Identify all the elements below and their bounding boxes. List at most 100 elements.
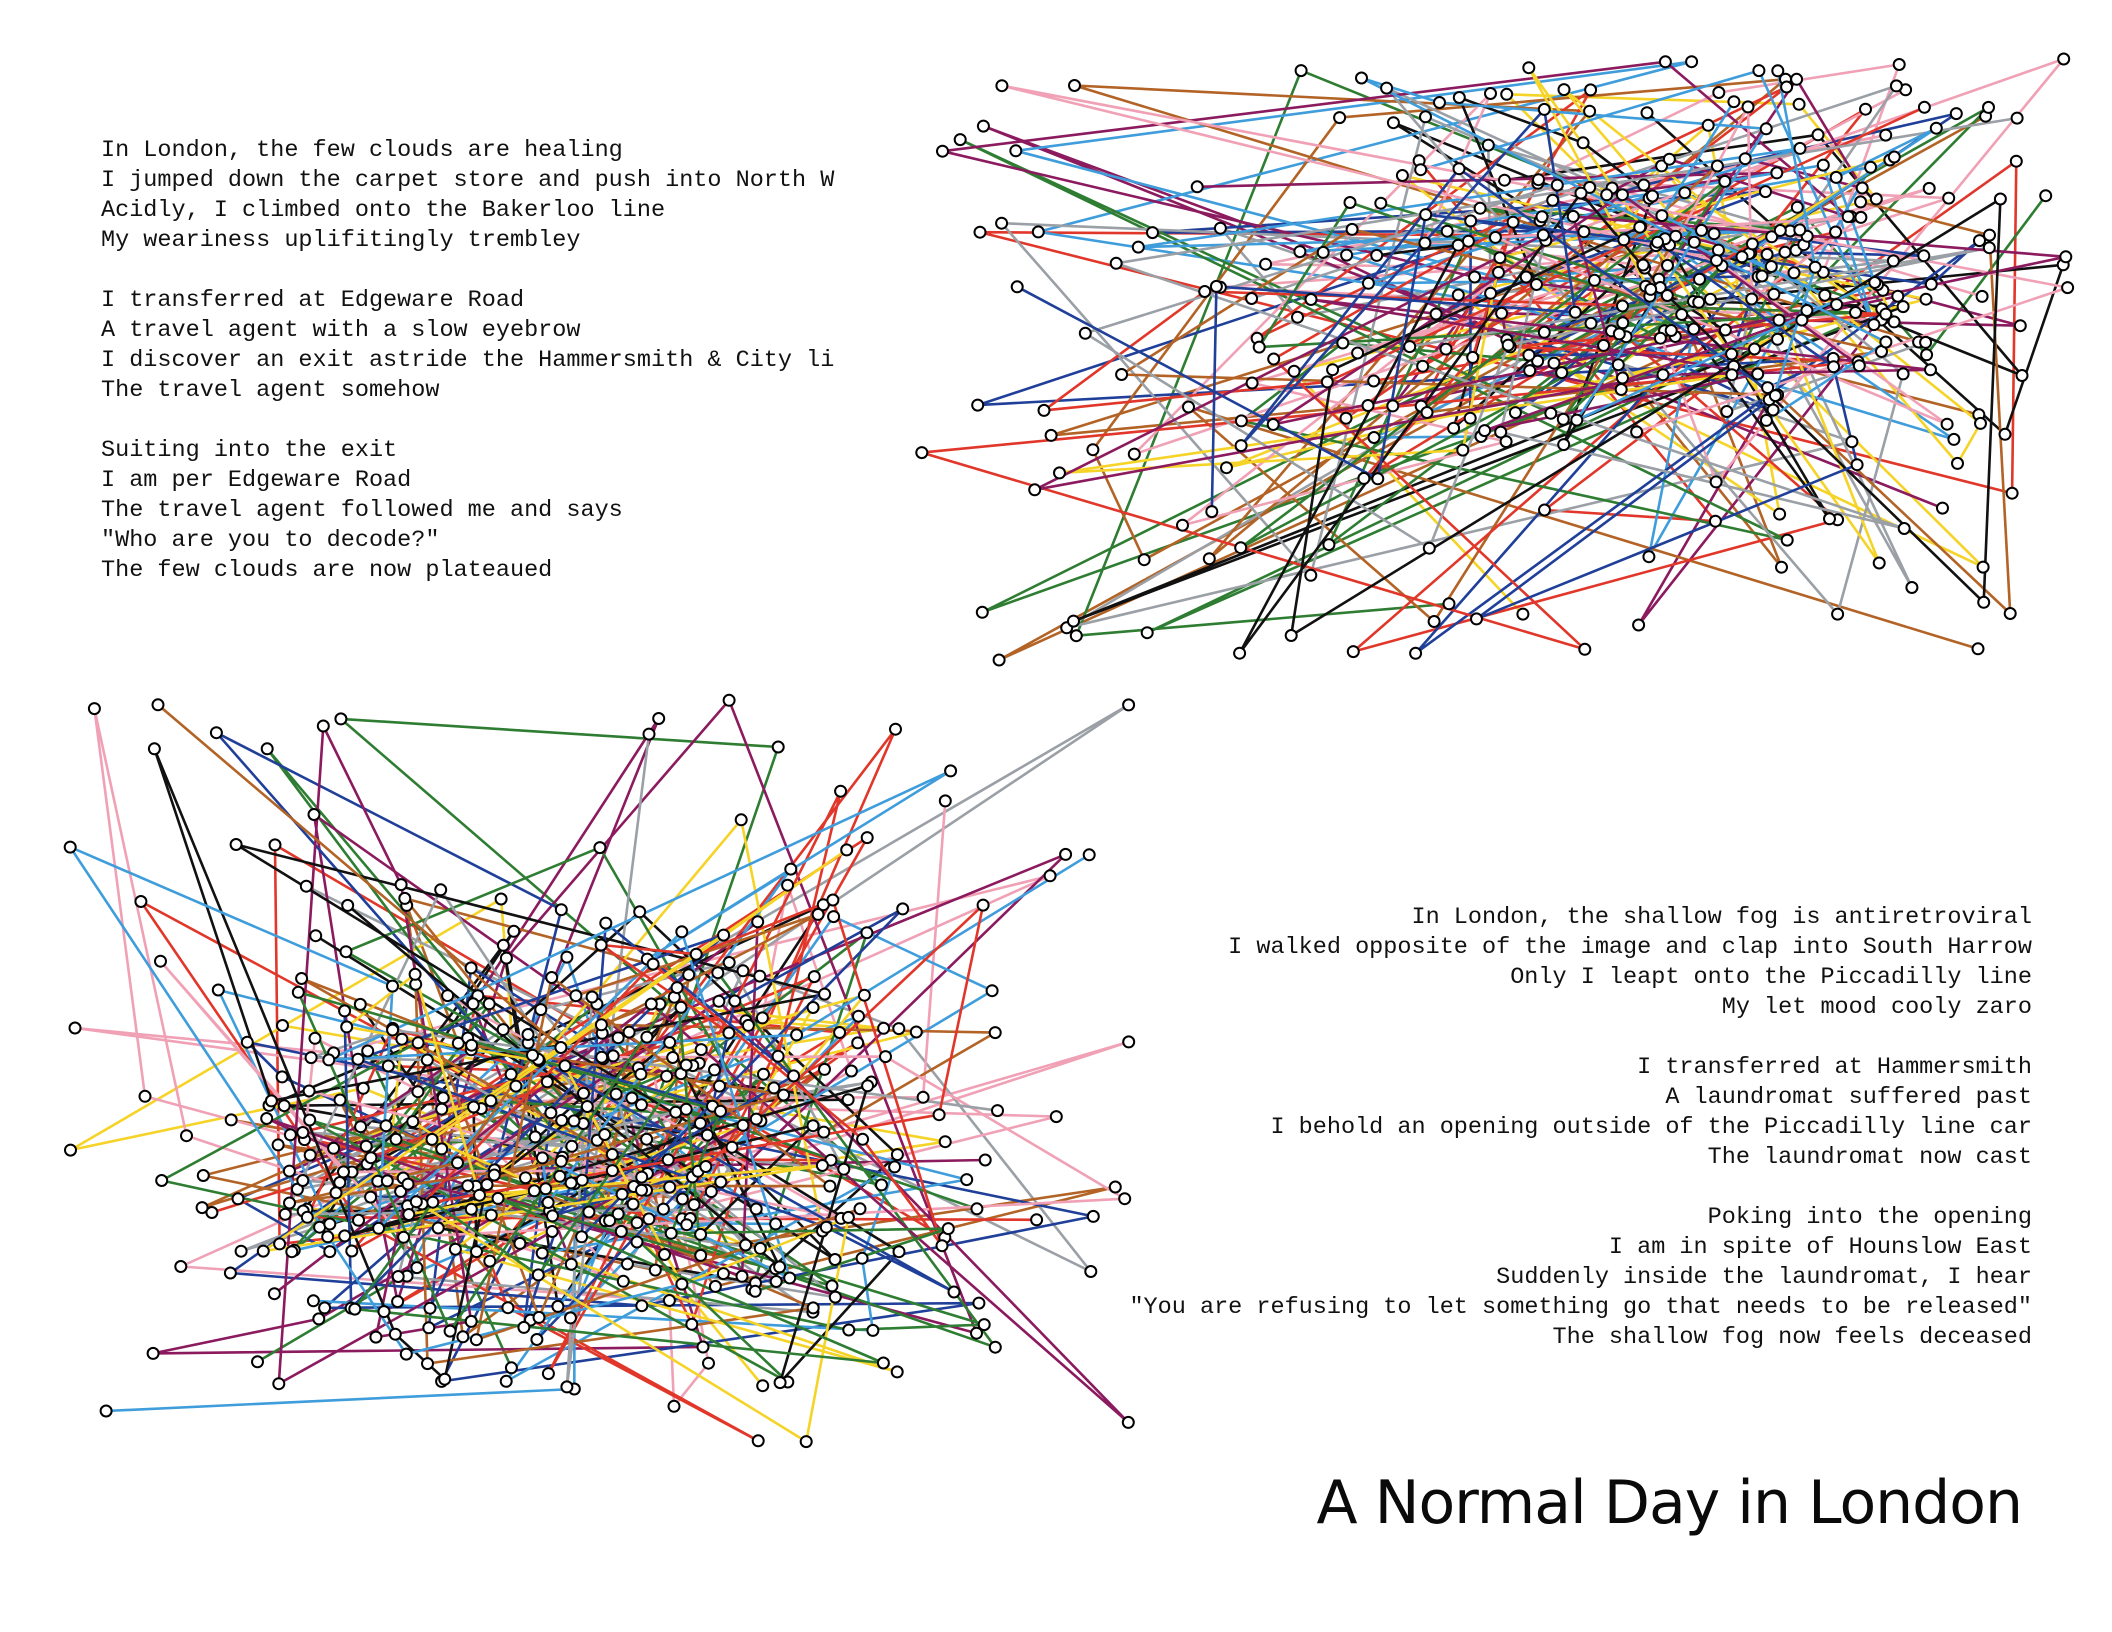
- station-marker: [681, 1104, 692, 1115]
- station-marker: [213, 985, 224, 996]
- station-marker: [323, 1054, 334, 1065]
- station-marker: [231, 839, 242, 850]
- station-marker: [286, 1246, 297, 1257]
- station-marker: [757, 1012, 768, 1023]
- station-marker: [65, 842, 76, 853]
- station-marker: [889, 1161, 900, 1172]
- station-marker: [438, 1092, 449, 1103]
- station-marker: [949, 1287, 960, 1298]
- station-marker: [148, 1348, 159, 1359]
- station-marker: [341, 1021, 352, 1032]
- station-marker: [843, 1325, 854, 1336]
- station-marker: [390, 1329, 401, 1340]
- station-marker: [695, 1250, 706, 1261]
- station-marker: [841, 844, 852, 855]
- station-marker: [198, 1170, 209, 1181]
- station-marker: [757, 1380, 768, 1391]
- station-marker: [462, 1180, 473, 1191]
- station-marker: [399, 893, 410, 904]
- station-marker: [876, 1179, 887, 1190]
- station-marker: [1110, 1182, 1121, 1193]
- station-marker: [547, 1226, 558, 1237]
- station-marker: [565, 1312, 576, 1323]
- station-marker: [1031, 1214, 1042, 1225]
- station-marker: [689, 1199, 700, 1210]
- station-marker: [774, 1261, 785, 1272]
- station-marker: [599, 1129, 610, 1140]
- station-marker: [753, 1435, 764, 1446]
- station-marker: [339, 1230, 350, 1241]
- station-marker: [65, 1145, 76, 1156]
- station-marker: [827, 895, 838, 906]
- station-marker: [973, 1298, 984, 1309]
- station-marker: [537, 1248, 548, 1259]
- station-marker: [533, 1269, 544, 1280]
- station-marker: [445, 1326, 456, 1337]
- station-marker: [677, 1194, 688, 1205]
- station-marker: [484, 998, 495, 1009]
- station-marker: [555, 1042, 566, 1053]
- station-marker: [422, 1358, 433, 1369]
- station-marker: [714, 1081, 725, 1092]
- station-marker: [596, 940, 607, 951]
- station-marker: [365, 1192, 376, 1203]
- station-marker: [838, 1164, 849, 1175]
- station-marker: [304, 1086, 315, 1097]
- station-marker: [577, 1175, 588, 1186]
- station-marker: [302, 1212, 313, 1223]
- station-marker: [535, 1004, 546, 1015]
- station-marker: [529, 1185, 540, 1196]
- station-marker: [328, 1143, 339, 1154]
- station-marker: [830, 1292, 841, 1303]
- station-marker: [353, 1215, 364, 1226]
- station-marker: [474, 1190, 485, 1201]
- station-marker: [770, 1218, 781, 1229]
- station-marker: [262, 743, 273, 754]
- station-marker: [556, 904, 567, 915]
- station-marker: [695, 1118, 706, 1129]
- station-marker: [381, 1120, 392, 1131]
- station-marker: [387, 1025, 398, 1036]
- station-marker: [211, 727, 222, 738]
- station-marker: [979, 1319, 990, 1330]
- station-marker: [1123, 1036, 1134, 1047]
- station-marker: [663, 1154, 674, 1165]
- station-marker: [542, 1076, 553, 1087]
- station-marker: [636, 1300, 647, 1311]
- station-marker: [892, 1149, 903, 1160]
- station-marker: [709, 1064, 720, 1075]
- station-marker: [466, 962, 477, 973]
- station-marker: [715, 1106, 726, 1117]
- station-marker: [514, 1238, 525, 1249]
- station-marker: [396, 1034, 407, 1045]
- station-marker: [412, 1086, 423, 1097]
- station-marker: [616, 1226, 627, 1237]
- station-marker: [382, 1175, 393, 1186]
- station-marker: [596, 1052, 607, 1063]
- station-marker: [890, 724, 901, 735]
- station-marker: [527, 1050, 538, 1061]
- station-marker: [696, 1044, 707, 1055]
- station-marker: [624, 1027, 635, 1038]
- station-marker: [506, 1362, 517, 1373]
- station-marker: [442, 990, 453, 1001]
- station-marker: [628, 1199, 639, 1210]
- station-marker: [819, 989, 830, 1000]
- station-marker: [261, 1113, 272, 1124]
- station-marker: [669, 1401, 680, 1412]
- station-marker: [331, 1187, 342, 1198]
- station-marker: [561, 1381, 572, 1392]
- station-marker: [471, 1246, 482, 1257]
- station-marker: [175, 1261, 186, 1272]
- station-marker: [878, 1023, 889, 1034]
- station-marker: [670, 1107, 681, 1118]
- station-marker: [546, 972, 557, 983]
- station-marker: [353, 1054, 364, 1065]
- station-marker: [635, 1069, 646, 1080]
- station-marker: [768, 1082, 779, 1093]
- station-marker: [322, 1231, 333, 1242]
- station-marker: [940, 1136, 951, 1147]
- station-marker: [702, 1130, 713, 1141]
- station-marker: [771, 1276, 782, 1287]
